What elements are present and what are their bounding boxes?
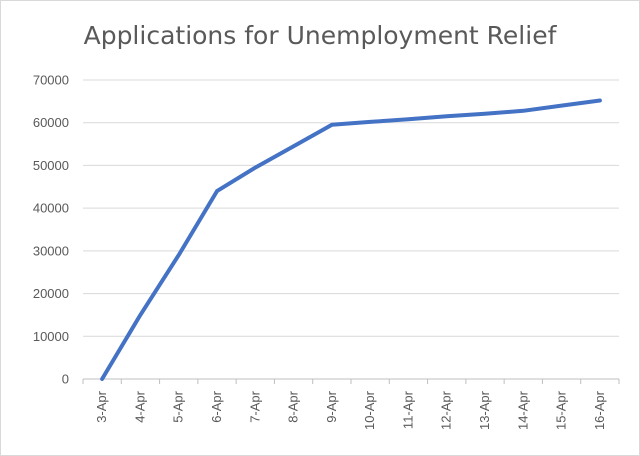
- y-tick-label: 10000: [33, 329, 69, 344]
- x-tick-label: 16-Apr: [592, 390, 607, 430]
- y-tick-label: 70000: [33, 73, 69, 88]
- x-tick-label: 10-Apr: [362, 390, 377, 430]
- y-tick-label: 40000: [33, 201, 69, 216]
- x-tick-label: 12-Apr: [439, 390, 454, 430]
- x-tick-label: 7-Apr: [247, 390, 262, 422]
- x-tick-label: 8-Apr: [286, 390, 301, 422]
- x-tick-label: 3-Apr: [94, 390, 109, 422]
- y-tick-label: 30000: [33, 243, 69, 258]
- x-tick-label: 6-Apr: [209, 390, 224, 422]
- series-line: [100, 98, 602, 381]
- x-tick-label: 5-Apr: [171, 390, 186, 422]
- x-tick-label: 15-Apr: [554, 390, 569, 430]
- y-tick-label: 0: [62, 372, 69, 387]
- y-tick-label: 50000: [33, 158, 69, 173]
- y-tick-label: 20000: [33, 286, 69, 301]
- x-tick-label: 11-Apr: [400, 390, 415, 429]
- y-tick-label: 60000: [33, 115, 69, 130]
- x-tick-label: 13-Apr: [477, 390, 492, 430]
- x-tick-label: 4-Apr: [132, 390, 147, 422]
- x-tick-label: 9-Apr: [324, 390, 339, 422]
- x-tick-label: 14-Apr: [515, 390, 530, 430]
- chart-title: Applications for Unemployment Relief: [83, 21, 557, 50]
